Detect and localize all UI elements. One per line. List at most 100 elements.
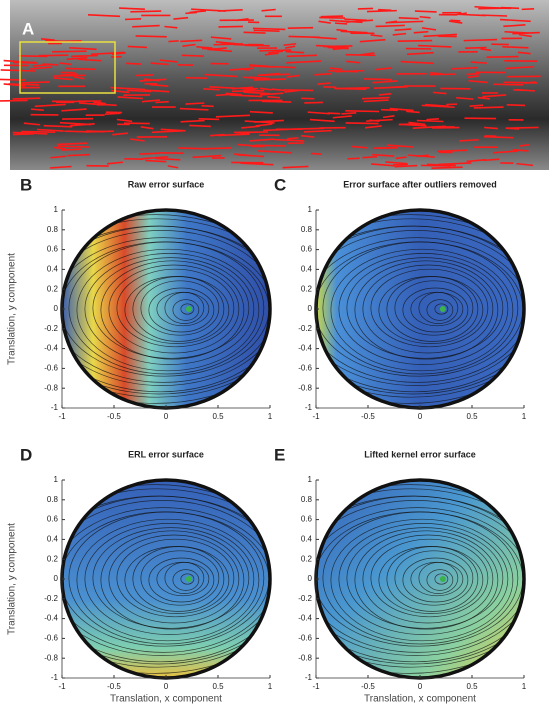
flow-arrow <box>50 155 67 159</box>
y-tick-label: 0 <box>54 304 59 313</box>
flow-arrow <box>196 45 213 49</box>
flow-arrow <box>363 78 393 81</box>
panel-letter: B <box>20 175 32 194</box>
contour <box>316 500 524 656</box>
error-surface <box>62 210 270 408</box>
flow-arrow <box>43 124 73 128</box>
y-tick-label: 0 <box>308 574 313 583</box>
flow-arrow <box>249 138 274 142</box>
x-tick-label: -0.5 <box>361 682 375 691</box>
contour <box>76 248 260 372</box>
flow-arrow <box>482 94 507 98</box>
flow-arrow <box>67 153 91 157</box>
flow-arrow <box>345 122 379 125</box>
flow-arrow <box>181 54 204 57</box>
flow-arrow <box>512 148 529 152</box>
minimum-marker <box>185 576 192 582</box>
contour <box>92 527 250 629</box>
y-tick-label: -0.2 <box>44 324 58 333</box>
y-tick-label: 1 <box>308 205 313 214</box>
flow-arrow <box>346 19 374 23</box>
flow-arrow <box>261 8 276 12</box>
flow-arrow <box>432 91 447 95</box>
y-tick-label: -0.8 <box>44 653 58 662</box>
flow-arrow <box>18 81 50 84</box>
flow-arrow <box>73 76 85 80</box>
flow-arrow <box>259 92 284 96</box>
flow-arrow <box>235 132 251 136</box>
flow-arrow <box>389 107 414 112</box>
flow-arrow <box>378 92 392 96</box>
y-tick-label: 0.6 <box>47 515 59 524</box>
flow-arrow <box>506 104 526 107</box>
flow-arrow <box>151 130 184 134</box>
contour <box>108 534 240 624</box>
x-tick-label: -1 <box>58 682 66 691</box>
contour <box>402 557 469 603</box>
y-tick-label: -0.8 <box>44 383 58 392</box>
y-tick-label: -1 <box>51 673 59 682</box>
contour <box>410 561 464 597</box>
flow-arrow <box>466 158 487 163</box>
y-tick-label: 0.2 <box>47 554 59 563</box>
flow-arrow <box>52 74 86 77</box>
panel-letter: D <box>20 445 32 464</box>
flow-arrow <box>272 65 296 69</box>
flow-arrow <box>192 154 222 159</box>
contour <box>362 264 494 354</box>
flow-arrow <box>318 20 331 24</box>
contour <box>84 523 255 635</box>
panel-title: ERL error surface <box>128 449 204 459</box>
y-tick-label: 0.6 <box>47 245 59 254</box>
flow-arrow <box>259 49 292 52</box>
flow-arrow <box>336 28 348 32</box>
flow-arrow <box>300 134 315 138</box>
flow-arrow <box>59 62 72 66</box>
flow-arrow <box>139 78 167 82</box>
contour <box>62 237 270 383</box>
flow-arrow <box>139 152 160 155</box>
flow-arrow <box>253 29 280 32</box>
flow-arrow <box>254 144 286 147</box>
flow-arrow <box>93 101 106 105</box>
flow-arrow <box>167 165 179 169</box>
contour <box>172 569 200 591</box>
contour <box>62 495 270 665</box>
flow-arrow <box>310 152 322 155</box>
flow-arrow <box>23 122 41 126</box>
flow-arrow <box>394 28 412 31</box>
y-tick-label: 1 <box>54 205 59 214</box>
flow-arrow <box>159 59 178 63</box>
flow-arrow <box>517 51 531 55</box>
panel-title: Error surface after outliers removed <box>343 179 497 189</box>
flow-arrow <box>334 22 348 25</box>
y-tick-label: -0.8 <box>298 383 312 392</box>
flow-arrow <box>203 147 232 150</box>
y-tick-label: -0.6 <box>44 364 58 373</box>
flow-arrow <box>145 159 167 163</box>
flow-arrow <box>505 65 535 70</box>
panel-letter: C <box>274 175 286 194</box>
x-tick-label: -1 <box>312 412 320 421</box>
y-tick-label: 0.4 <box>47 265 59 274</box>
flow-arrow <box>347 157 360 160</box>
flow-arrow <box>515 88 535 92</box>
contour <box>434 573 449 585</box>
x-tick-label: 1 <box>268 412 273 421</box>
flow-arrow <box>76 58 89 61</box>
flow-arrow <box>201 104 214 108</box>
highlight-box <box>19 41 116 94</box>
x-tick-label: -0.5 <box>107 682 121 691</box>
flow-arrow <box>317 82 331 86</box>
flow-arrow <box>414 10 437 13</box>
contour <box>116 268 235 348</box>
flow-arrow <box>261 100 292 103</box>
flow-arrow <box>426 163 456 167</box>
flow-arrow <box>155 100 169 104</box>
flow-arrow <box>450 66 478 70</box>
flow-arrow <box>268 50 284 54</box>
y-tick-label: 1 <box>54 475 59 484</box>
flow-arrow <box>69 123 95 127</box>
flow-arrow <box>282 165 309 169</box>
contour <box>62 484 270 674</box>
